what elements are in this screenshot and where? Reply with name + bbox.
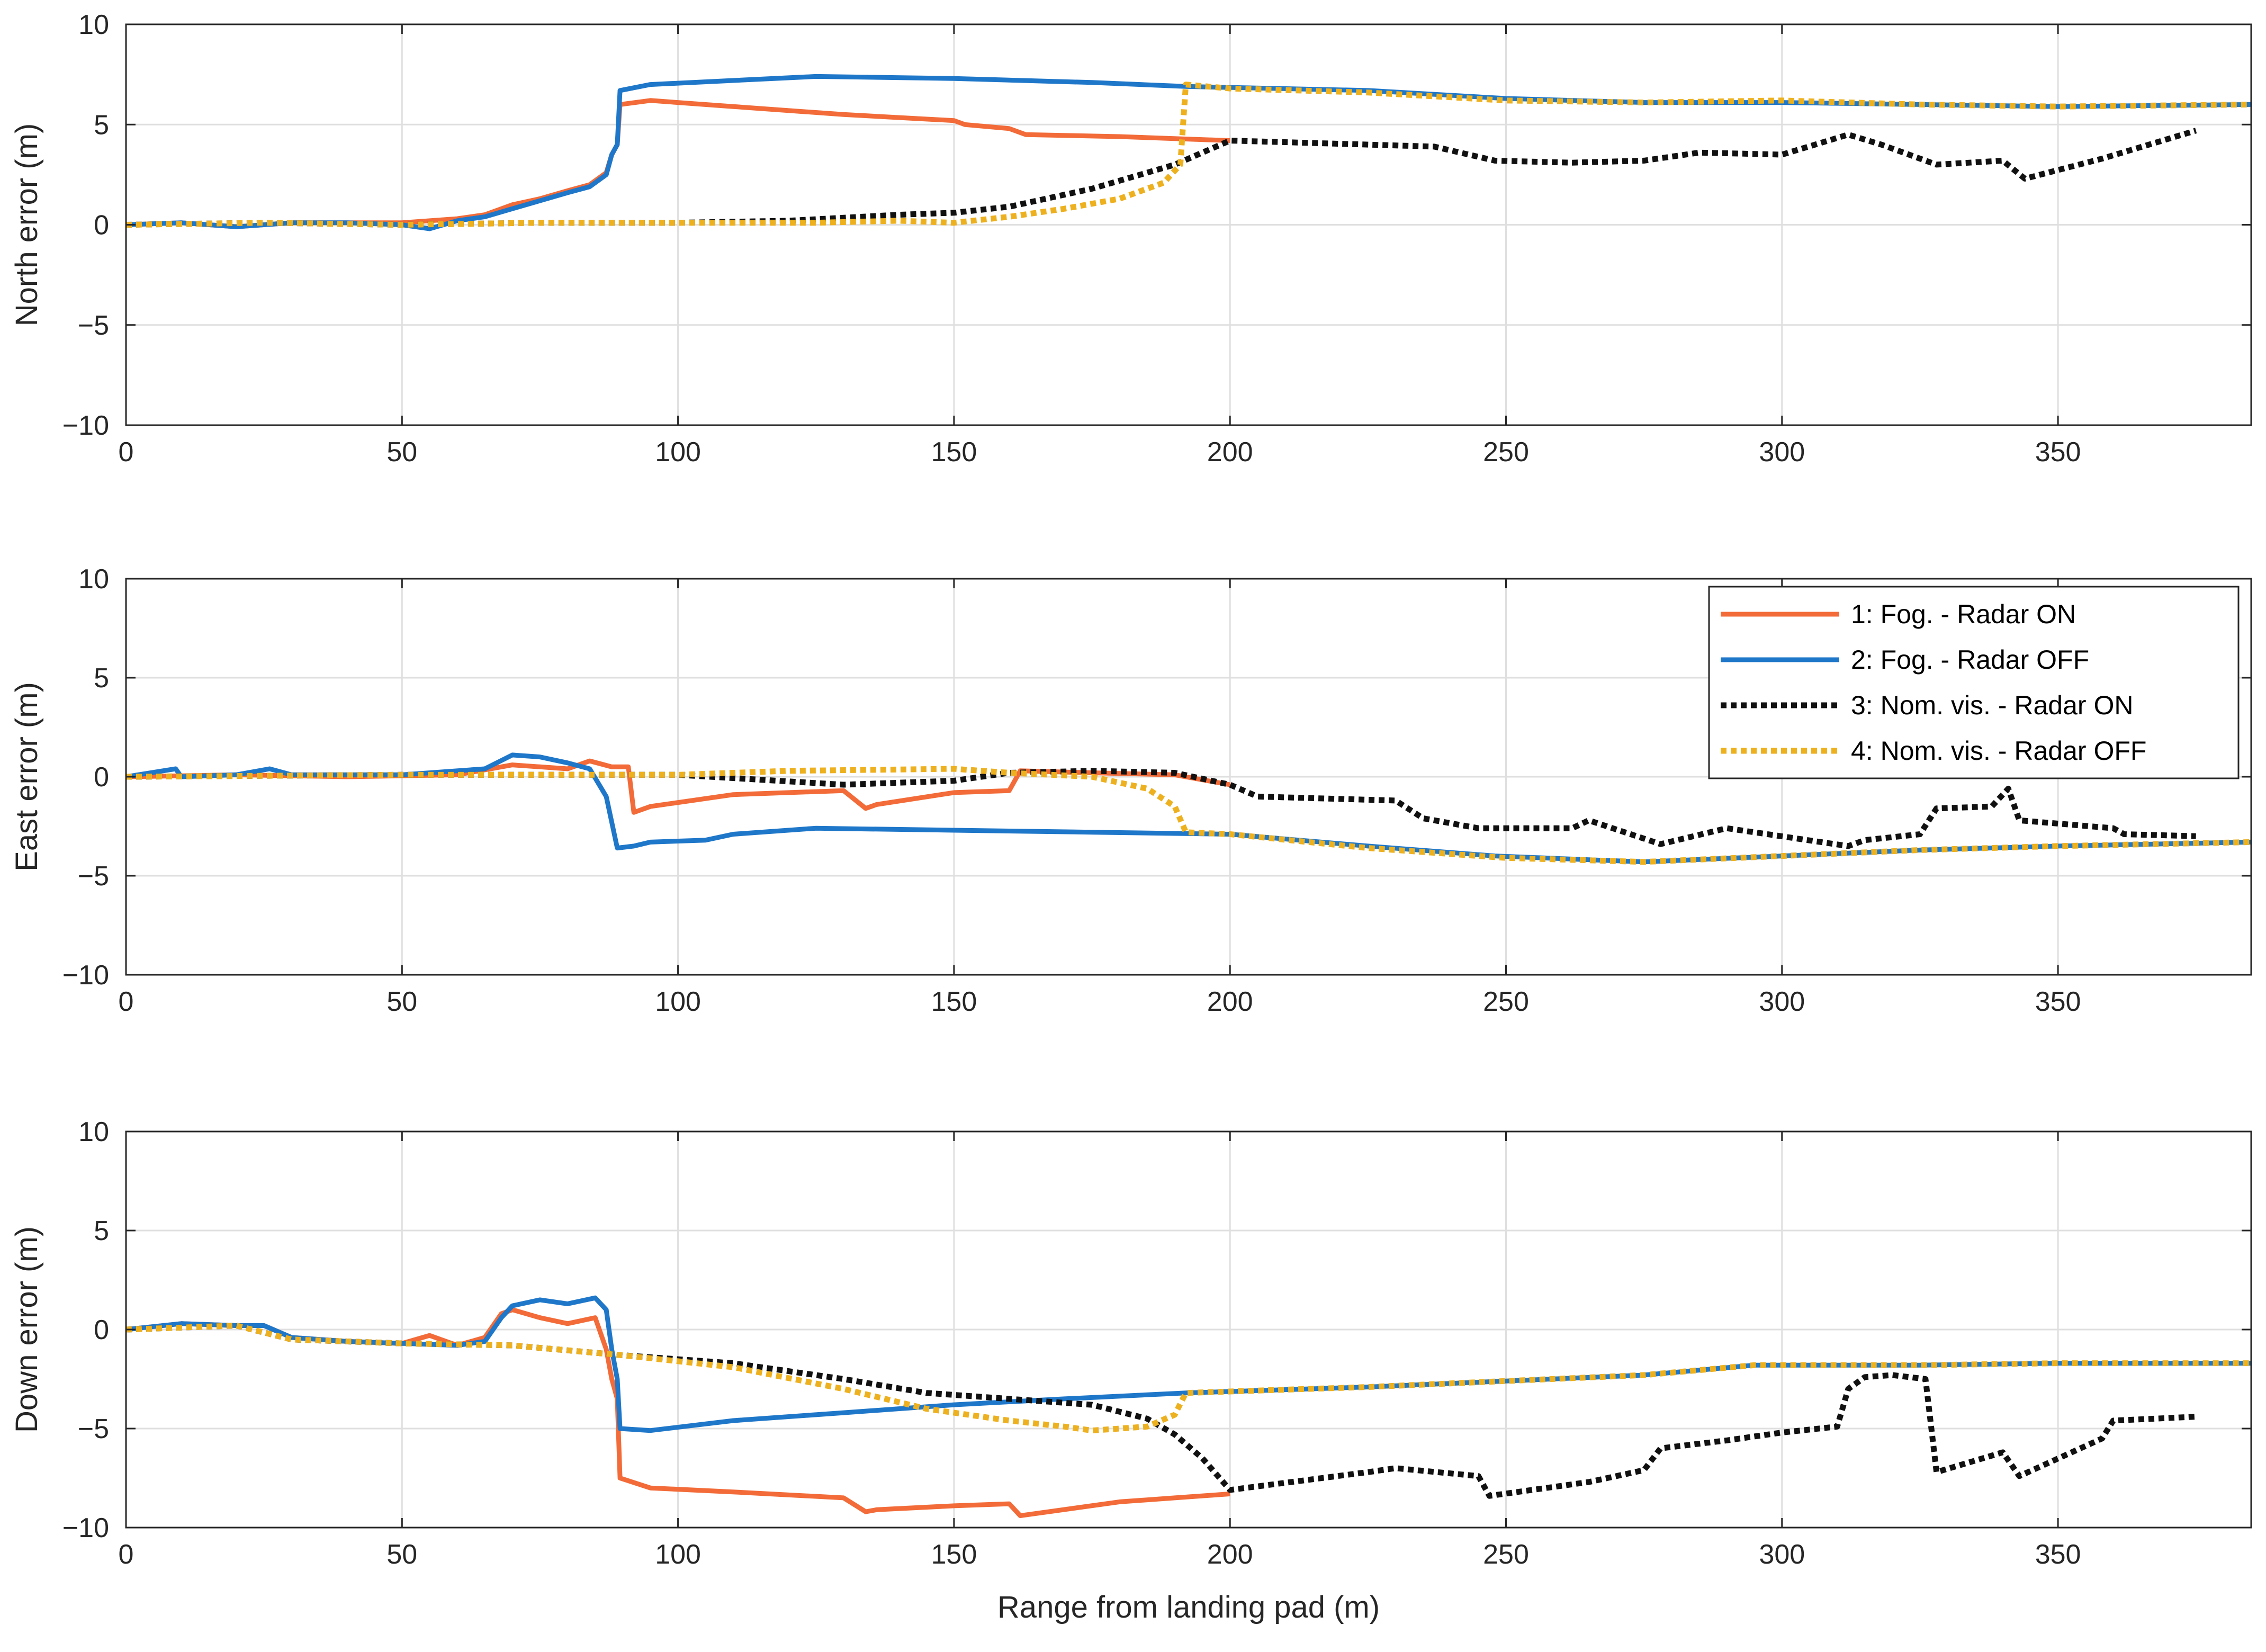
x-tick-label: 200 [1207, 437, 1253, 468]
series-line-3 [126, 128, 2197, 228]
x-tick-label: 50 [386, 1539, 417, 1570]
legend-label-2: 2: Fog. - Radar OFF [1851, 645, 2089, 675]
series-line-4 [126, 766, 2251, 865]
x-tick-label: 350 [2035, 437, 2081, 468]
y-tick-label: −10 [62, 1513, 109, 1543]
x-tick-label: 100 [655, 1539, 701, 1570]
series-line-4 [126, 82, 2251, 228]
x-tick-label: 150 [931, 986, 977, 1017]
x-tick-label: 350 [2035, 986, 2081, 1017]
y-axis-label: North error (m) [10, 123, 44, 326]
series-line-3 [126, 768, 2196, 849]
y-tick-label: 0 [94, 762, 109, 793]
x-tick-label: 300 [1759, 437, 1805, 468]
y-tick-label: −10 [62, 410, 109, 441]
legend: 1: Fog. - Radar ON 2: Fog. - Radar OFF 3: … [1708, 586, 2240, 779]
legend-box [1708, 586, 2240, 779]
y-tick-label: −5 [78, 861, 109, 892]
series-line-4 [126, 1323, 2251, 1434]
series-group [126, 74, 2251, 231]
y-axis-label: Down error (m) [10, 1226, 44, 1433]
x-tick-label: 0 [119, 1539, 134, 1570]
x-tick-label: 300 [1759, 986, 1805, 1017]
y-tick-label: 0 [94, 210, 109, 241]
series-group [126, 1295, 2251, 1519]
y-tick-label: 10 [78, 564, 109, 595]
y-tick-label: 10 [78, 10, 109, 40]
y-tick-label: −5 [78, 1414, 109, 1444]
y-tick-label: 5 [94, 1216, 109, 1246]
panel-3: 0 50 100 150 200 250 300 350 −10 −5 0 5 10 Down error… [10, 1117, 2252, 1624]
x-tick-label: 250 [1483, 1539, 1529, 1570]
x-tick-label: 0 [119, 437, 134, 468]
x-tick-label: 50 [386, 437, 417, 468]
x-axis-label: Range from landing pad (m) [997, 1590, 1380, 1624]
legend-label-1: 1: Fog. - Radar ON [1851, 599, 2076, 629]
x-tick-label: 350 [2035, 1539, 2081, 1570]
series-line-3 [126, 1323, 2196, 1499]
y-tick-label: 10 [78, 1117, 109, 1147]
x-tick-label: 300 [1759, 1539, 1805, 1570]
x-tick-label: 200 [1207, 1539, 1253, 1570]
x-tick-label: 200 [1207, 986, 1253, 1017]
panel-2: 0 50 100 150 200 250 300 350 −10 −5 0 5 10 East error… [10, 564, 2252, 1017]
x-tick-label: 250 [1483, 437, 1529, 468]
x-tick-label: 50 [386, 986, 417, 1017]
x-tick-label: 250 [1483, 986, 1529, 1017]
y-tick-label: 5 [94, 663, 109, 694]
y-tick-label: 0 [94, 1315, 109, 1345]
panel-1: 0 50 100 150 200 250 300 350 −10 −5 0 5 10 North erro… [10, 10, 2252, 468]
x-tick-label: 0 [119, 986, 134, 1017]
y-axis-label: East error (m) [10, 682, 44, 872]
y-tick-label: −10 [62, 960, 109, 991]
x-tick-label: 100 [655, 986, 701, 1017]
series-group [126, 752, 2251, 865]
legend-label-3: 3: Nom. vis. - Radar ON [1851, 690, 2133, 720]
x-tick-label: 100 [655, 437, 701, 468]
x-tick-label: 150 [931, 1539, 977, 1570]
legend-label-4: 4: Nom. vis. - Radar OFF [1851, 736, 2146, 766]
y-tick-label: −5 [78, 310, 109, 341]
x-tick-label: 150 [931, 437, 977, 468]
y-tick-label: 5 [94, 110, 109, 140]
